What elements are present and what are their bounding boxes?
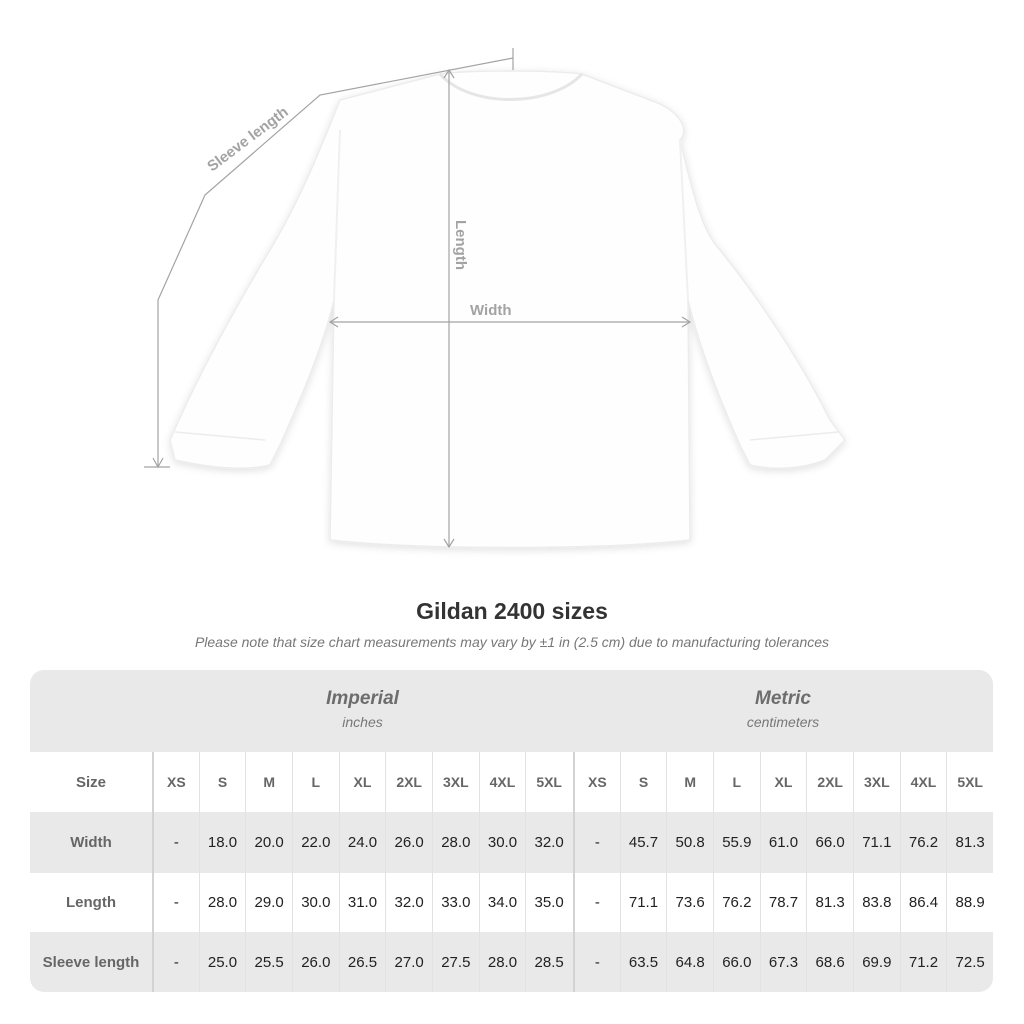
imperial-sleeve-length-s: 25.0 — [198, 932, 246, 992]
metric-size-s: S — [619, 752, 667, 812]
imperial-size-l: L — [292, 752, 339, 812]
imperial-sleeve-length-4xl: 28.0 — [478, 932, 526, 992]
imperial-size-xs: XS — [152, 752, 199, 812]
metric-length-5xl: 88.9 — [946, 873, 993, 932]
imperial-length-3xl: 33.0 — [432, 873, 479, 932]
metric-title: Metric — [755, 688, 811, 709]
imperial-width-xs: - — [152, 812, 199, 873]
metric-width-2xl: 66.0 — [806, 812, 853, 873]
imperial-width-4xl: 30.0 — [478, 812, 526, 873]
metric-sleeve-length-l: 66.0 — [713, 932, 760, 992]
sleeve-length-arrow-icon — [152, 457, 164, 469]
metric-size-4xl: 4XL — [899, 752, 947, 812]
imperial-length-xl: 31.0 — [338, 873, 386, 932]
measurement-lines — [144, 48, 692, 549]
metric-sleeve-length-s: 63.5 — [619, 932, 667, 992]
imperial-title: Imperial — [326, 688, 399, 709]
metric-width-l: 55.9 — [713, 812, 760, 873]
metric-length-xl: 78.7 — [759, 873, 807, 932]
metric-sleeve-length-xs: - — [573, 932, 620, 992]
metric-size-l: L — [713, 752, 760, 812]
metric-width-xl: 61.0 — [759, 812, 807, 873]
metric-length-s: 71.1 — [619, 873, 667, 932]
imperial-width-m: 20.0 — [245, 812, 292, 873]
imperial-size-5xl: 5XL — [525, 752, 572, 812]
imperial-length-2xl: 32.0 — [385, 873, 432, 932]
metric-header: Metric centimeters — [573, 670, 993, 752]
metric-sleeve-length-5xl: 72.5 — [946, 932, 993, 992]
metric-sleeve-length-m: 64.8 — [666, 932, 713, 992]
imperial-sleeve-length-3xl: 27.5 — [432, 932, 479, 992]
metric-size-2xl: 2XL — [806, 752, 853, 812]
table-row-length: Length -28.0 29.0 30.0 31.0 32.0 33.0 34.0 35.0-… — [30, 873, 993, 932]
metric-length-m: 73.6 — [666, 873, 713, 932]
tolerance-note: Please note that size chart measurements… — [194, 634, 830, 650]
metric-sleeve-length-3xl: 69.9 — [853, 932, 900, 992]
imperial-length-m: 29.0 — [245, 873, 292, 932]
imperial-unit: inches — [342, 714, 383, 730]
metric-width-4xl: 76.2 — [899, 812, 947, 873]
metric-size-3xl: 3XL — [853, 752, 900, 812]
imperial-sleeve-length-5xl: 28.5 — [525, 932, 572, 992]
metric-sleeve-length-2xl: 68.6 — [806, 932, 853, 992]
metric-width-s: 45.7 — [619, 812, 667, 873]
imperial-sleeve-length-2xl: 27.0 — [385, 932, 432, 992]
size-header-row: Size XS XS S S M M L L XL XL 2XL 2XL 3XL 3XL 4XL 4XL 5XL 5… — [30, 752, 993, 812]
metric-size-xs: XS — [573, 752, 620, 812]
imperial-sleeve-length-xl: 26.5 — [338, 932, 386, 992]
width-arrow-icon — [328, 316, 692, 328]
imperial-length-xs: - — [152, 873, 199, 932]
imperial-size-3xl: 3XL — [432, 752, 479, 812]
sleeve-length-line — [144, 48, 514, 468]
imperial-width-2xl: 26.0 — [385, 812, 432, 873]
imperial-width-l: 22.0 — [292, 812, 339, 873]
metric-width-xs: - — [573, 812, 620, 873]
row-label-sleeve-length: Sleeve length — [42, 953, 140, 971]
imperial-sleeve-length-m: 25.5 — [245, 932, 292, 992]
metric-width-3xl: 71.1 — [853, 812, 900, 873]
imperial-size-m: M — [245, 752, 292, 812]
imperial-size-4xl: 4XL — [478, 752, 526, 812]
imperial-sleeve-length-l: 26.0 — [292, 932, 339, 992]
table-row-width: Width -18.0 20.0 22.0 24.0 26.0 28.0 30.0 32.0-4… — [30, 812, 993, 873]
row-label-width: Width — [70, 834, 112, 851]
table-row-sleeve-length: Sleeve length -25.0 25.5 26.0 26.5 27.0 27.5 28… — [30, 932, 993, 992]
imperial-length-5xl: 35.0 — [525, 873, 572, 932]
imperial-length-s: 28.0 — [198, 873, 246, 932]
size-header-label: Size — [75, 773, 106, 791]
length-arrow-icon — [443, 68, 455, 549]
metric-width-m: 50.8 — [666, 812, 713, 873]
metric-size-xl: XL — [759, 752, 807, 812]
imperial-width-s: 18.0 — [198, 812, 246, 873]
metric-size-5xl: 5XL — [946, 752, 993, 812]
long-sleeve-shirt — [169, 70, 846, 549]
imperial-size-xl: XL — [338, 752, 386, 812]
imperial-width-3xl: 28.0 — [432, 812, 479, 873]
imperial-sleeve-length-xs: - — [152, 932, 199, 992]
size-table: Imperial inches Metric centimeters Size X… — [30, 670, 993, 992]
metric-sleeve-length-xl: 67.3 — [759, 932, 807, 992]
sleeve-length-label: Sleeve length — [204, 103, 291, 175]
imperial-size-2xl: 2XL — [385, 752, 432, 812]
metric-length-3xl: 83.8 — [853, 873, 900, 932]
metric-unit: centimeters — [746, 714, 820, 730]
metric-length-xs: - — [573, 873, 620, 932]
imperial-length-4xl: 34.0 — [478, 873, 526, 932]
metric-length-2xl: 81.3 — [806, 873, 853, 932]
imperial-width-xl: 24.0 — [338, 812, 386, 873]
length-label: Length — [452, 220, 469, 270]
imperial-size-s: S — [198, 752, 246, 812]
metric-size-m: M — [666, 752, 713, 812]
metric-length-4xl: 86.4 — [899, 873, 947, 932]
imperial-length-l: 30.0 — [292, 873, 339, 932]
page-title: Gildan 2400 sizes — [416, 598, 608, 624]
metric-width-5xl: 81.3 — [946, 812, 993, 873]
width-label: Width — [470, 302, 512, 319]
imperial-header: Imperial inches — [152, 670, 573, 752]
shirt-illustration: Sleeve length Length Width — [144, 48, 846, 549]
metric-sleeve-length-4xl: 71.2 — [899, 932, 947, 992]
metric-length-l: 76.2 — [713, 873, 760, 932]
imperial-width-5xl: 32.0 — [525, 812, 572, 873]
row-label-length: Length — [66, 894, 116, 911]
